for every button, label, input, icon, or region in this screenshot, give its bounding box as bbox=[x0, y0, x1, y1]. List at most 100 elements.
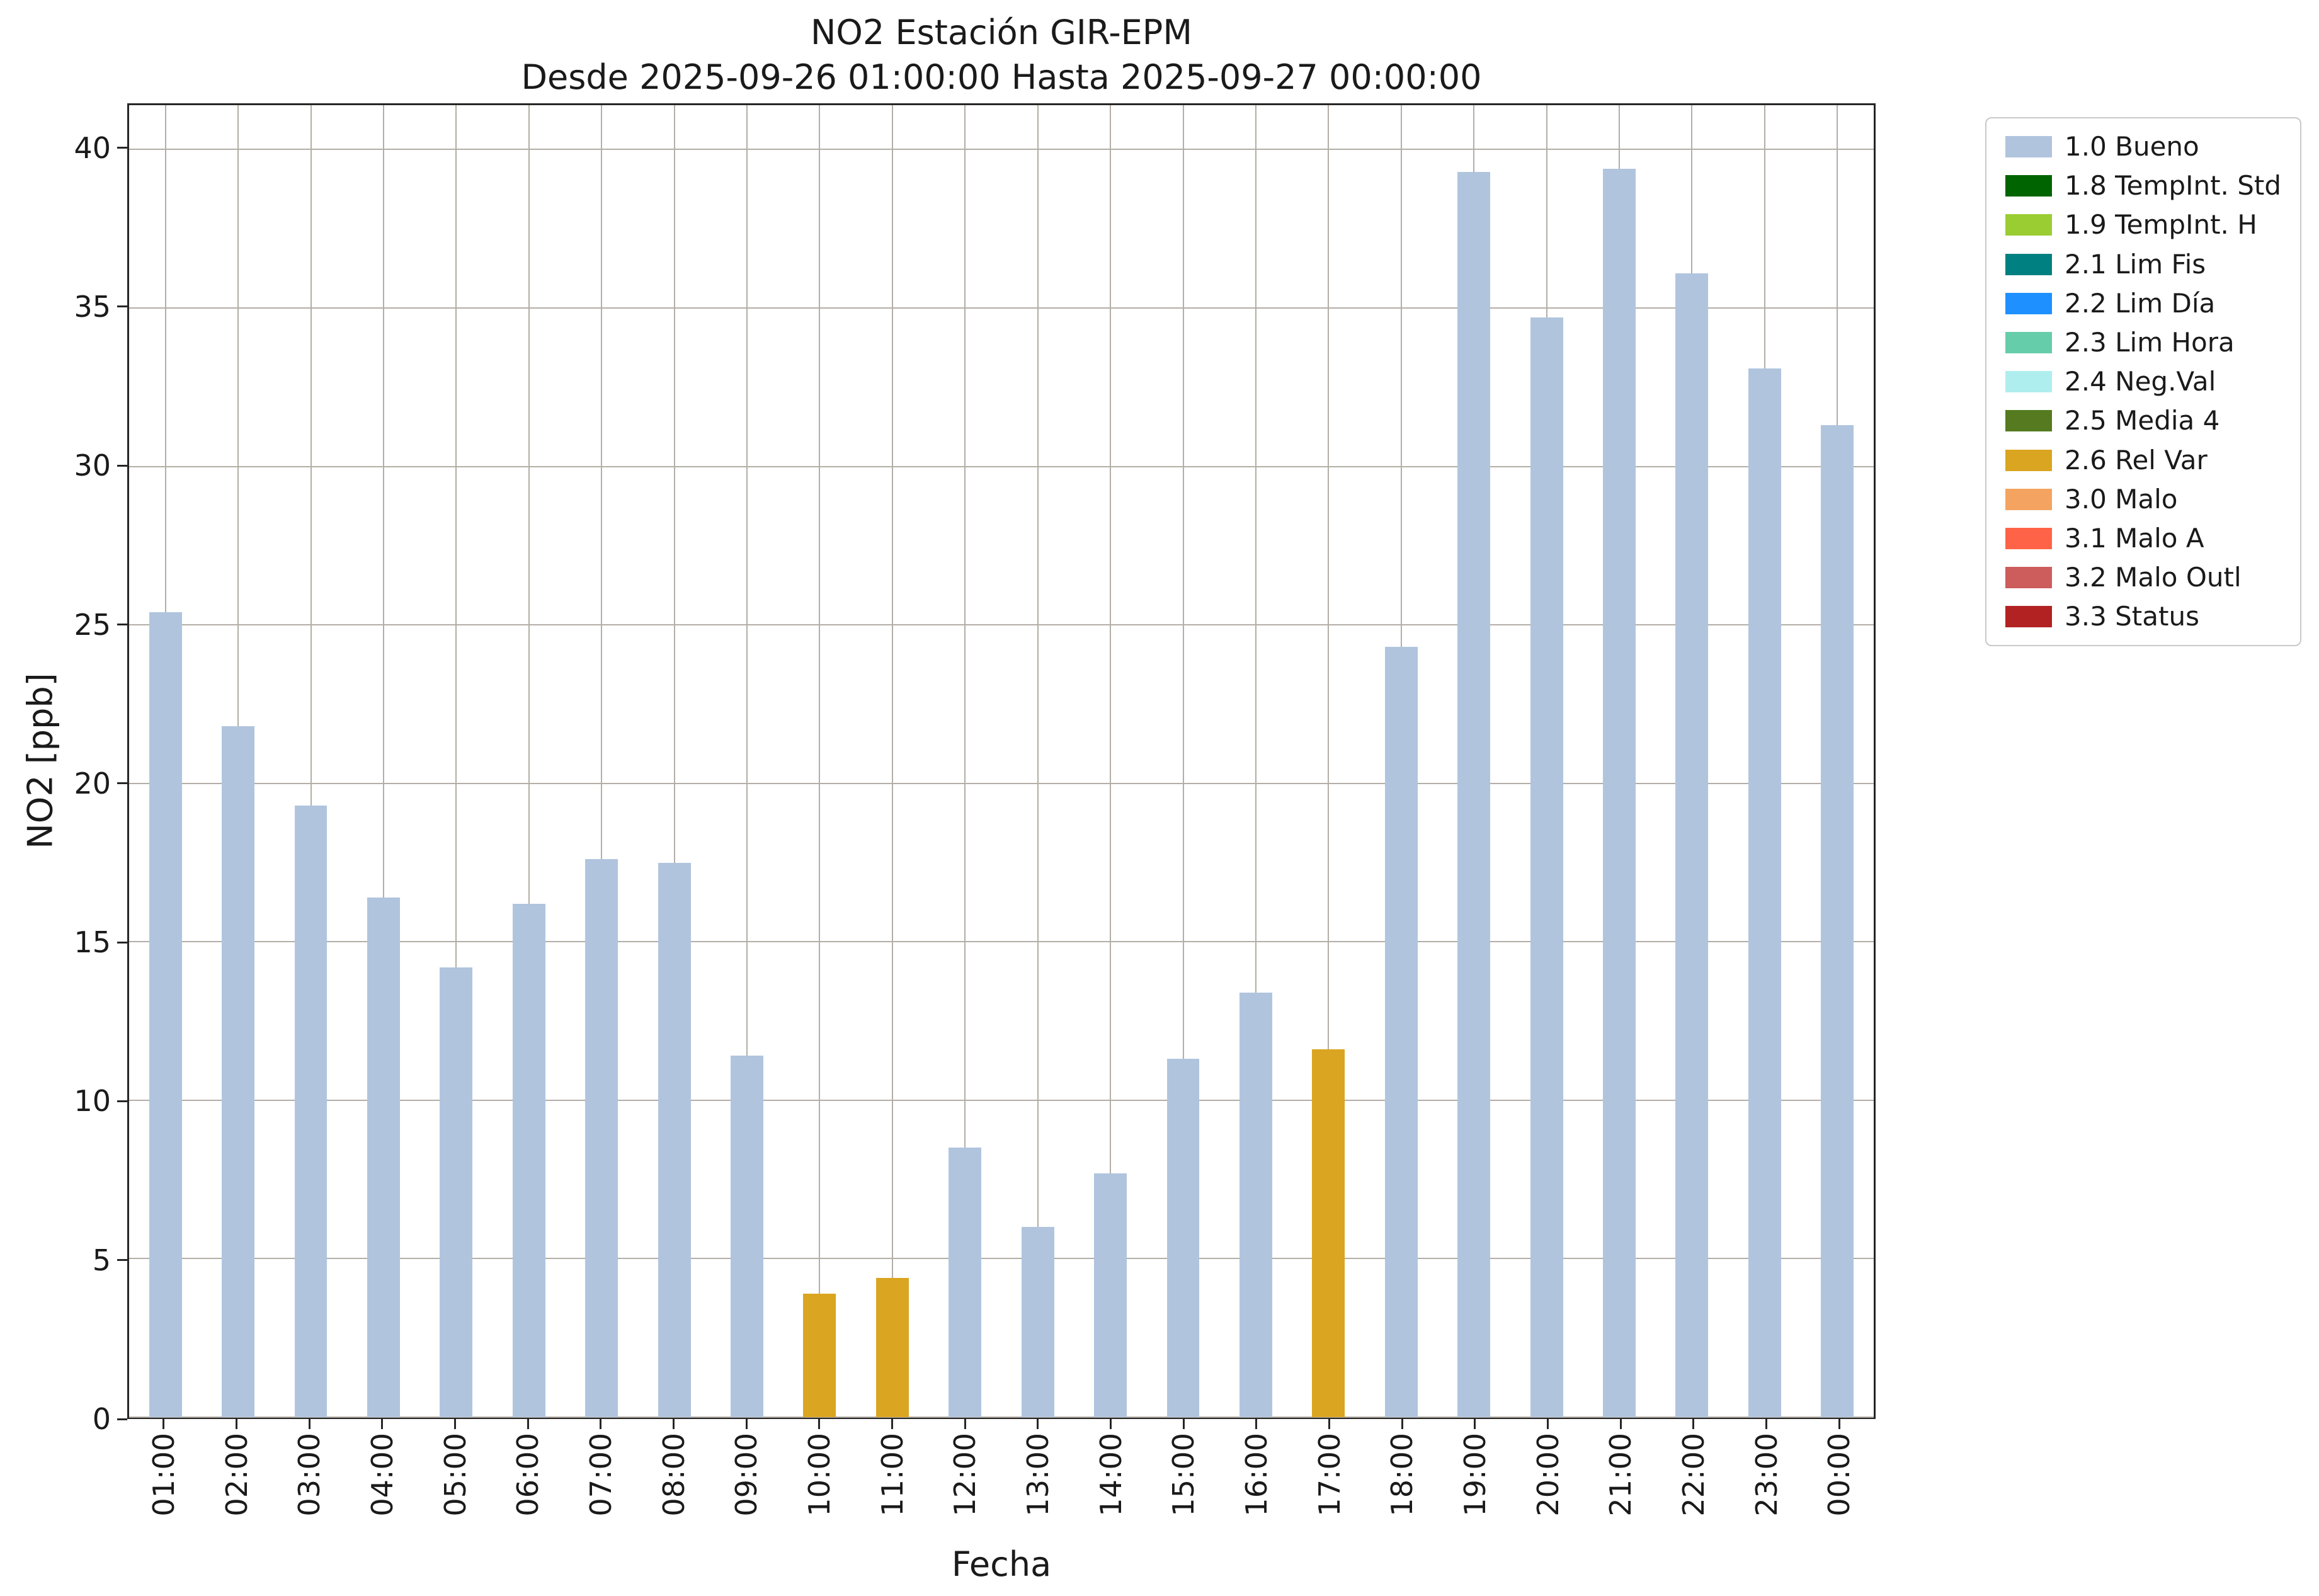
legend-item: 2.3 Lim Hora bbox=[2005, 328, 2281, 357]
v-gridline bbox=[1255, 105, 1256, 1417]
y-tick-label: 30 bbox=[74, 448, 111, 483]
bar-12:00 bbox=[949, 1148, 982, 1417]
v-gridline bbox=[1110, 105, 1112, 1417]
y-tick-mark bbox=[117, 1259, 127, 1262]
legend-item-label: 2.3 Lim Hora bbox=[2065, 326, 2235, 358]
y-tick-label: 0 bbox=[92, 1402, 111, 1436]
y-tick-mark bbox=[117, 941, 127, 943]
x-tick-mark bbox=[964, 1419, 966, 1429]
bar-05:00 bbox=[440, 967, 473, 1417]
x-tick-mark bbox=[673, 1419, 675, 1429]
legend-item: 3.0 Malo bbox=[2005, 483, 2281, 515]
legend-color-swatch bbox=[2005, 410, 2052, 432]
y-tick-label: 40 bbox=[74, 130, 111, 165]
y-tick-mark bbox=[117, 782, 127, 785]
y-tick-label: 10 bbox=[74, 1084, 111, 1119]
x-tick-mark bbox=[1765, 1419, 1767, 1429]
legend-color-swatch bbox=[2005, 253, 2052, 275]
legend-item-label: 2.4 Neg.Val bbox=[2065, 366, 2216, 397]
x-tick-mark bbox=[381, 1419, 384, 1429]
x-tick-mark bbox=[236, 1419, 237, 1429]
legend-color-swatch bbox=[2005, 527, 2052, 549]
bar-02:00 bbox=[222, 726, 255, 1417]
x-axis-label: Fecha bbox=[951, 1544, 1052, 1584]
v-gridline bbox=[673, 105, 675, 1417]
x-tick-label: 02:00 bbox=[219, 1433, 254, 1517]
x-tick-label: 09:00 bbox=[729, 1433, 764, 1517]
bar-06:00 bbox=[512, 903, 545, 1417]
legend-color-swatch bbox=[2005, 488, 2052, 510]
bar-00:00 bbox=[1821, 425, 1854, 1417]
y-tick-mark bbox=[117, 147, 127, 149]
bar-23:00 bbox=[1748, 368, 1781, 1417]
x-tick-label: 14:00 bbox=[1093, 1433, 1128, 1517]
y-tick-mark bbox=[117, 305, 127, 308]
legend-color-swatch bbox=[2005, 606, 2052, 628]
x-tick-mark bbox=[818, 1419, 821, 1429]
bar-10:00 bbox=[803, 1293, 836, 1417]
y-tick-label: 25 bbox=[74, 607, 111, 642]
h-gridline bbox=[129, 1416, 1874, 1418]
x-tick-mark bbox=[527, 1419, 529, 1429]
x-tick-label: 17:00 bbox=[1312, 1433, 1347, 1517]
bar-01:00 bbox=[149, 612, 182, 1417]
x-tick-mark bbox=[1328, 1419, 1330, 1429]
x-tick-label: 12:00 bbox=[948, 1433, 983, 1517]
chart-title-line-2: Desde 2025-09-26 01:00:00 Hasta 2025-09-… bbox=[521, 57, 1482, 98]
x-tick-mark bbox=[1110, 1419, 1112, 1429]
h-gridline bbox=[129, 465, 1874, 467]
legend-item: 2.2 Lim Día bbox=[2005, 287, 2281, 319]
x-tick-mark bbox=[1255, 1419, 1258, 1429]
y-tick-label: 20 bbox=[74, 766, 111, 801]
legend-color-swatch bbox=[2005, 449, 2052, 471]
chart-title-line-1: NO2 Estación GIR-EPM bbox=[811, 13, 1192, 52]
x-tick-label: 18:00 bbox=[1385, 1433, 1420, 1517]
legend-item: 2.4 Neg.Val bbox=[2005, 367, 2281, 396]
bar-17:00 bbox=[1312, 1049, 1345, 1417]
x-tick-label: 22:00 bbox=[1676, 1433, 1711, 1517]
v-gridline bbox=[746, 105, 748, 1417]
y-tick-label: 5 bbox=[92, 1243, 111, 1277]
bar-11:00 bbox=[875, 1277, 909, 1417]
legend-item: 2.1 Lim Fis bbox=[2005, 248, 2281, 280]
v-gridline bbox=[1328, 105, 1330, 1417]
x-tick-label: 20:00 bbox=[1530, 1433, 1565, 1517]
legend-item-label: 3.0 Malo bbox=[2065, 483, 2178, 515]
legend-color-swatch bbox=[2005, 371, 2052, 393]
legend-item-label: 2.2 Lim Día bbox=[2065, 287, 2216, 319]
x-tick-mark bbox=[1838, 1419, 1840, 1429]
x-tick-mark bbox=[162, 1419, 165, 1429]
bar-14:00 bbox=[1094, 1173, 1127, 1417]
legend-color-swatch bbox=[2005, 332, 2052, 354]
y-tick-mark bbox=[117, 464, 127, 467]
legend-item-label: 3.2 Malo Outl bbox=[2065, 562, 2242, 593]
h-gridline bbox=[129, 624, 1874, 626]
y-tick-mark bbox=[117, 624, 127, 626]
h-gridline bbox=[129, 941, 1874, 943]
x-tick-mark bbox=[1401, 1419, 1403, 1429]
legend-item: 3.1 Malo A bbox=[2005, 523, 2281, 553]
bar-15:00 bbox=[1166, 1059, 1200, 1417]
x-tick-label: 06:00 bbox=[511, 1433, 545, 1517]
y-tick-mark bbox=[117, 1100, 127, 1102]
x-tick-mark bbox=[600, 1419, 602, 1429]
x-tick-mark bbox=[1692, 1419, 1695, 1429]
bar-19:00 bbox=[1457, 171, 1491, 1417]
bar-20:00 bbox=[1530, 317, 1563, 1417]
v-gridline bbox=[382, 105, 384, 1417]
legend-color-swatch bbox=[2005, 136, 2052, 158]
h-gridline bbox=[129, 1258, 1874, 1260]
legend-item-label: 2.5 Media 4 bbox=[2065, 405, 2220, 436]
legend-item-label: 2.1 Lim Fis bbox=[2065, 248, 2206, 280]
x-tick-mark bbox=[454, 1419, 456, 1429]
x-tick-label: 00:00 bbox=[1822, 1433, 1857, 1517]
h-gridline bbox=[129, 782, 1874, 784]
h-gridline bbox=[129, 149, 1874, 151]
x-tick-label: 04:00 bbox=[365, 1433, 399, 1517]
x-tick-label: 16:00 bbox=[1239, 1433, 1273, 1517]
legend-item-label: 1.0 Bueno bbox=[2065, 131, 2199, 162]
x-tick-mark bbox=[1547, 1419, 1549, 1429]
legend-item-label: 1.9 TempInt. H bbox=[2065, 209, 2257, 241]
bar-03:00 bbox=[294, 805, 328, 1417]
h-gridline bbox=[129, 1099, 1874, 1101]
